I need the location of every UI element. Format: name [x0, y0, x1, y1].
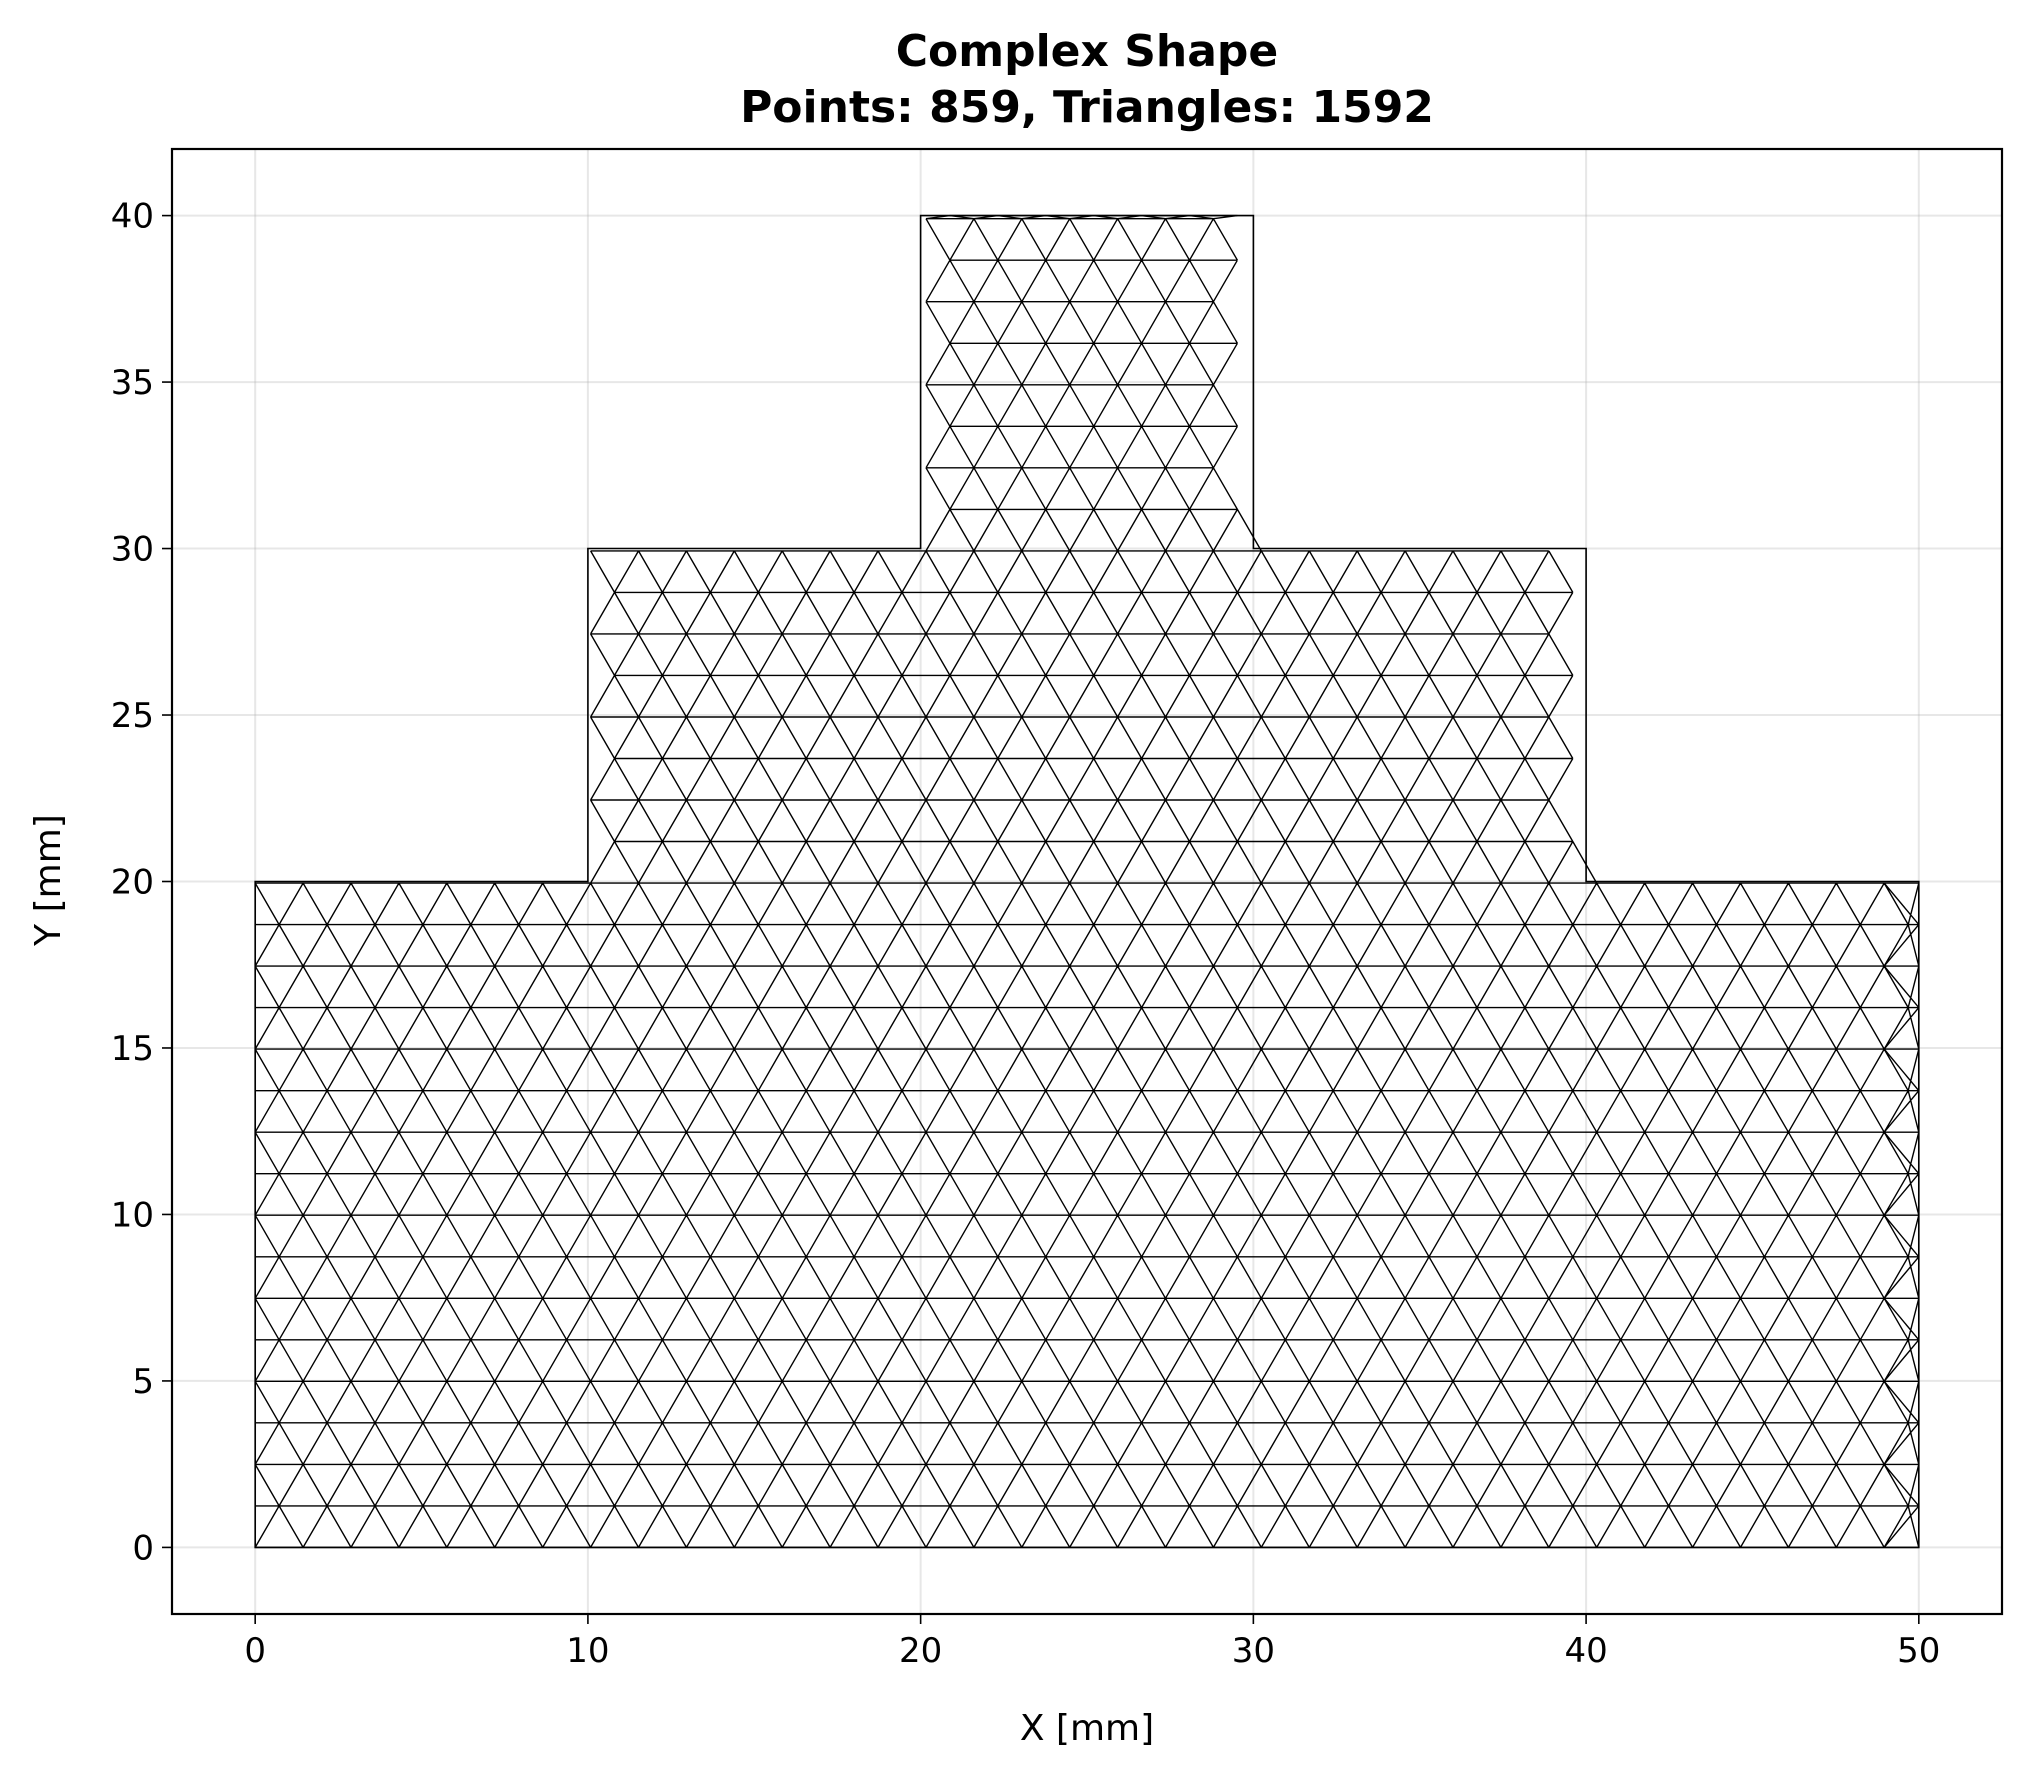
y-tick-label: 40	[111, 197, 154, 237]
y-axis-label: Y [mm]	[28, 814, 69, 947]
x-tick-label: 10	[566, 1631, 609, 1671]
axis-ticks: 0 10 20 30 40 50 0 5 10 15 20 25 30 35 40	[111, 197, 1941, 1671]
chart-subtitle: Points: 859, Triangles: 1592	[740, 82, 1434, 133]
y-tick-label: 30	[111, 530, 154, 570]
chart-title: Complex Shape	[896, 26, 1279, 77]
x-tick-label: 0	[244, 1631, 266, 1671]
y-tick-label: 25	[111, 696, 154, 736]
x-axis-label: X [mm]	[1020, 1708, 1154, 1749]
y-tick-label: 5	[132, 1362, 154, 1402]
x-tick-label: 50	[1897, 1631, 1940, 1671]
y-tick-label: 20	[111, 863, 154, 903]
shape-boundary	[254, 214, 1920, 1549]
y-tick-label: 10	[111, 1195, 154, 1235]
y-tick-label: 0	[132, 1528, 154, 1568]
y-tick-label: 35	[111, 363, 154, 403]
y-tick-label: 15	[111, 1029, 154, 1069]
x-tick-label: 40	[1564, 1631, 1607, 1671]
x-tick-label: 30	[1232, 1631, 1275, 1671]
x-tick-label: 20	[899, 1631, 942, 1671]
